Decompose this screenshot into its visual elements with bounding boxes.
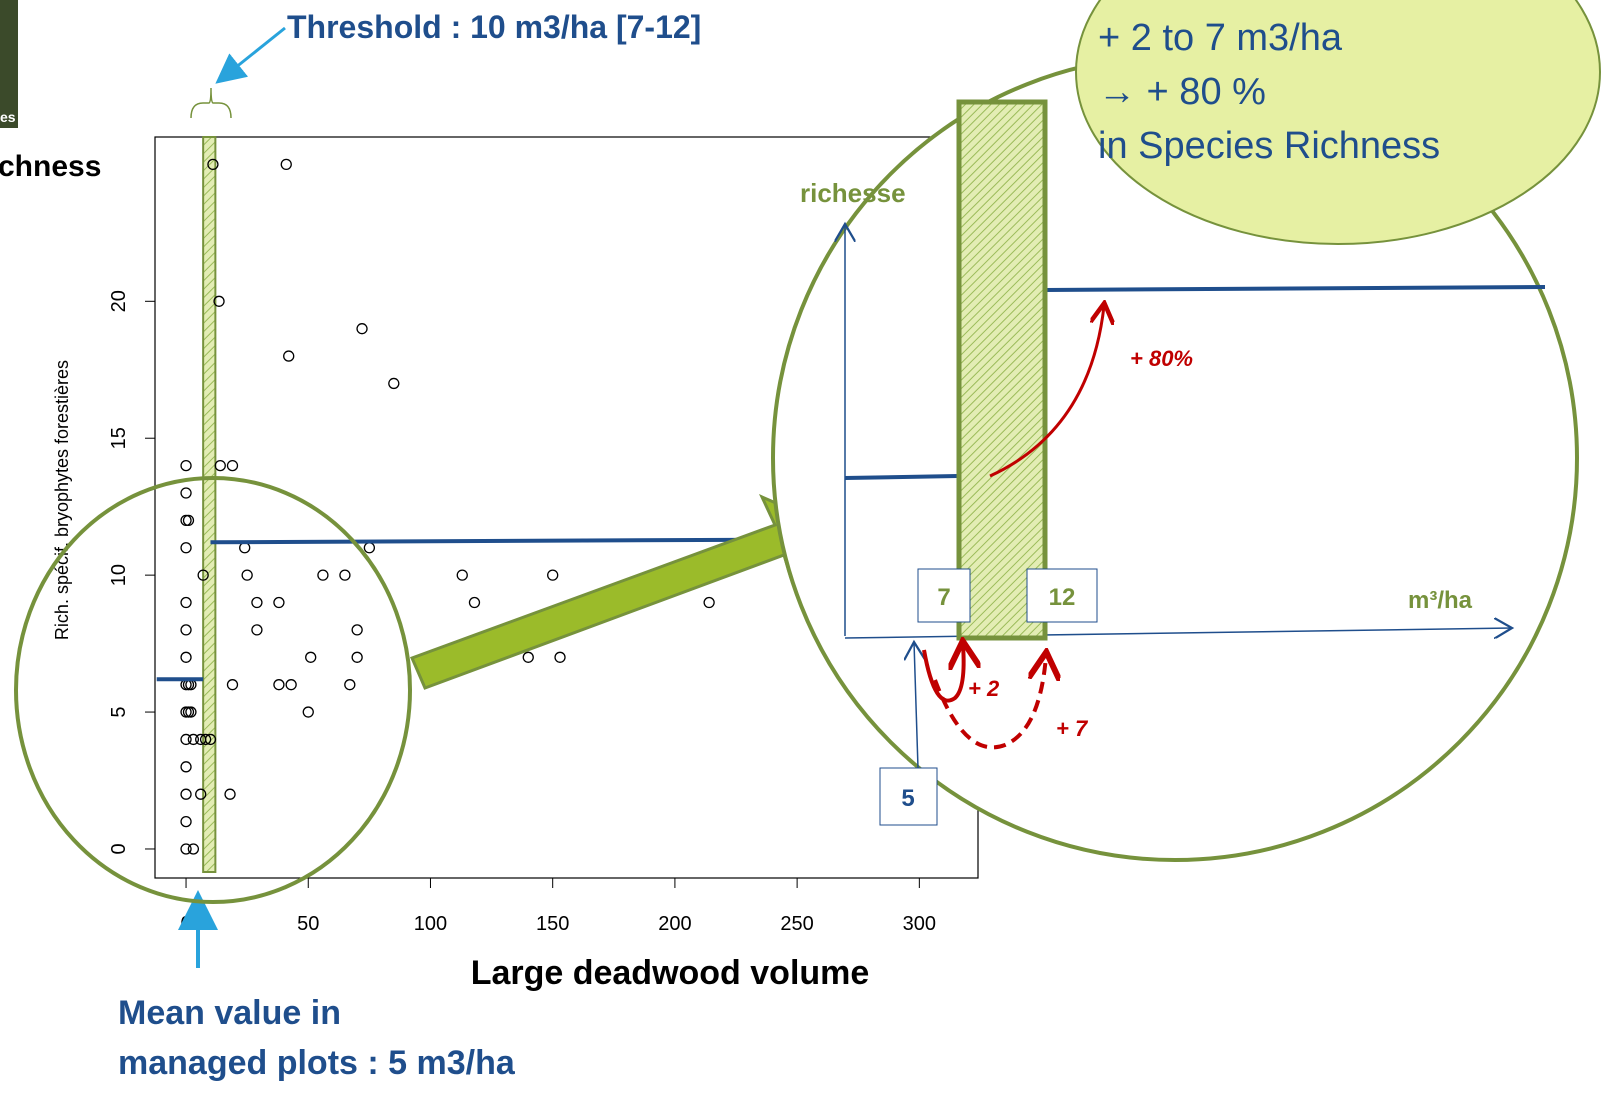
photo-text: es: [0, 109, 16, 125]
point: [215, 461, 225, 471]
point: [523, 652, 533, 662]
x-tick-label: 300: [903, 913, 936, 935]
threshold-band: [203, 137, 215, 872]
x-tick-label: 200: [658, 913, 691, 935]
point: [242, 570, 252, 580]
point: [181, 789, 191, 799]
point: [181, 598, 191, 608]
x-tick-label: 100: [414, 913, 447, 935]
inset-y-label: richesse: [800, 178, 906, 208]
threshold-brace: [191, 88, 231, 118]
y-tick-label: 10: [108, 564, 130, 586]
x-tick-label: 0: [180, 913, 191, 935]
point: [303, 707, 313, 717]
point: [352, 625, 362, 635]
y-axis-title: Rich. spécif. bryophytes forestières: [52, 360, 72, 640]
point: [225, 789, 235, 799]
x-tick-label: 150: [536, 913, 569, 935]
inset-threshold-bar: [959, 102, 1045, 638]
threshold-arrow: [220, 28, 285, 80]
point: [318, 570, 328, 580]
point: [357, 324, 367, 334]
zoom-arrow: [412, 497, 815, 688]
point: [555, 652, 565, 662]
point: [457, 570, 467, 580]
point: [240, 543, 250, 553]
gain-richness-label: + 80%: [1130, 346, 1193, 371]
y-tick-label: 5: [108, 706, 130, 717]
point: [469, 598, 479, 608]
inset-step-low: [845, 476, 958, 478]
y-tick-label: 0: [108, 843, 130, 854]
point: [252, 598, 262, 608]
point: [183, 707, 193, 717]
point: [274, 680, 284, 690]
point: [548, 570, 558, 580]
point: [340, 570, 350, 580]
point: [181, 543, 191, 553]
point: [183, 515, 193, 525]
point: [181, 515, 191, 525]
inset-x-label: m³/ha: [1408, 587, 1473, 614]
point: [188, 844, 198, 854]
point: [181, 652, 191, 662]
mean-label: managed plots : 5 m3/ha: [118, 1044, 516, 1082]
y-tick-label: 15: [108, 427, 130, 449]
point: [181, 762, 191, 772]
callout-line: in Species Richness: [1098, 125, 1440, 167]
inset-high-label: 12: [1049, 584, 1076, 611]
inset-low-label: 7: [937, 584, 950, 611]
point: [352, 652, 362, 662]
callout-line: + 2 to 7 m3/ha: [1098, 17, 1343, 59]
point: [181, 461, 191, 471]
callout-line: → + 80 %: [1098, 71, 1266, 113]
point: [227, 461, 237, 471]
x-tick-label: 250: [780, 913, 813, 935]
point: [181, 817, 191, 827]
fit-line: [210, 540, 799, 543]
slide: es chness Large deadwood volume Rich. sp…: [0, 0, 1604, 1107]
inset-mean-label: 5: [901, 785, 914, 812]
point: [181, 488, 191, 498]
gain-high-label: + 7: [1056, 716, 1089, 741]
point: [274, 598, 284, 608]
threshold-label: Threshold : 10 m3/ha [7-12]: [287, 9, 701, 45]
point: [704, 598, 714, 608]
point: [181, 625, 191, 635]
point: [364, 543, 374, 553]
point: [306, 652, 316, 662]
point: [286, 680, 296, 690]
x-axis-title: Large deadwood volume: [471, 954, 870, 992]
point: [389, 378, 399, 388]
point: [284, 351, 294, 361]
richness-fragment: chness: [0, 150, 101, 183]
x-tick-label: 50: [297, 913, 319, 935]
point: [227, 680, 237, 690]
mean-label: Mean value in: [118, 994, 341, 1032]
y-tick-label: 20: [108, 290, 130, 312]
gain-low-label: + 2: [968, 676, 1000, 701]
point: [345, 680, 355, 690]
point: [281, 159, 291, 169]
point: [252, 625, 262, 635]
